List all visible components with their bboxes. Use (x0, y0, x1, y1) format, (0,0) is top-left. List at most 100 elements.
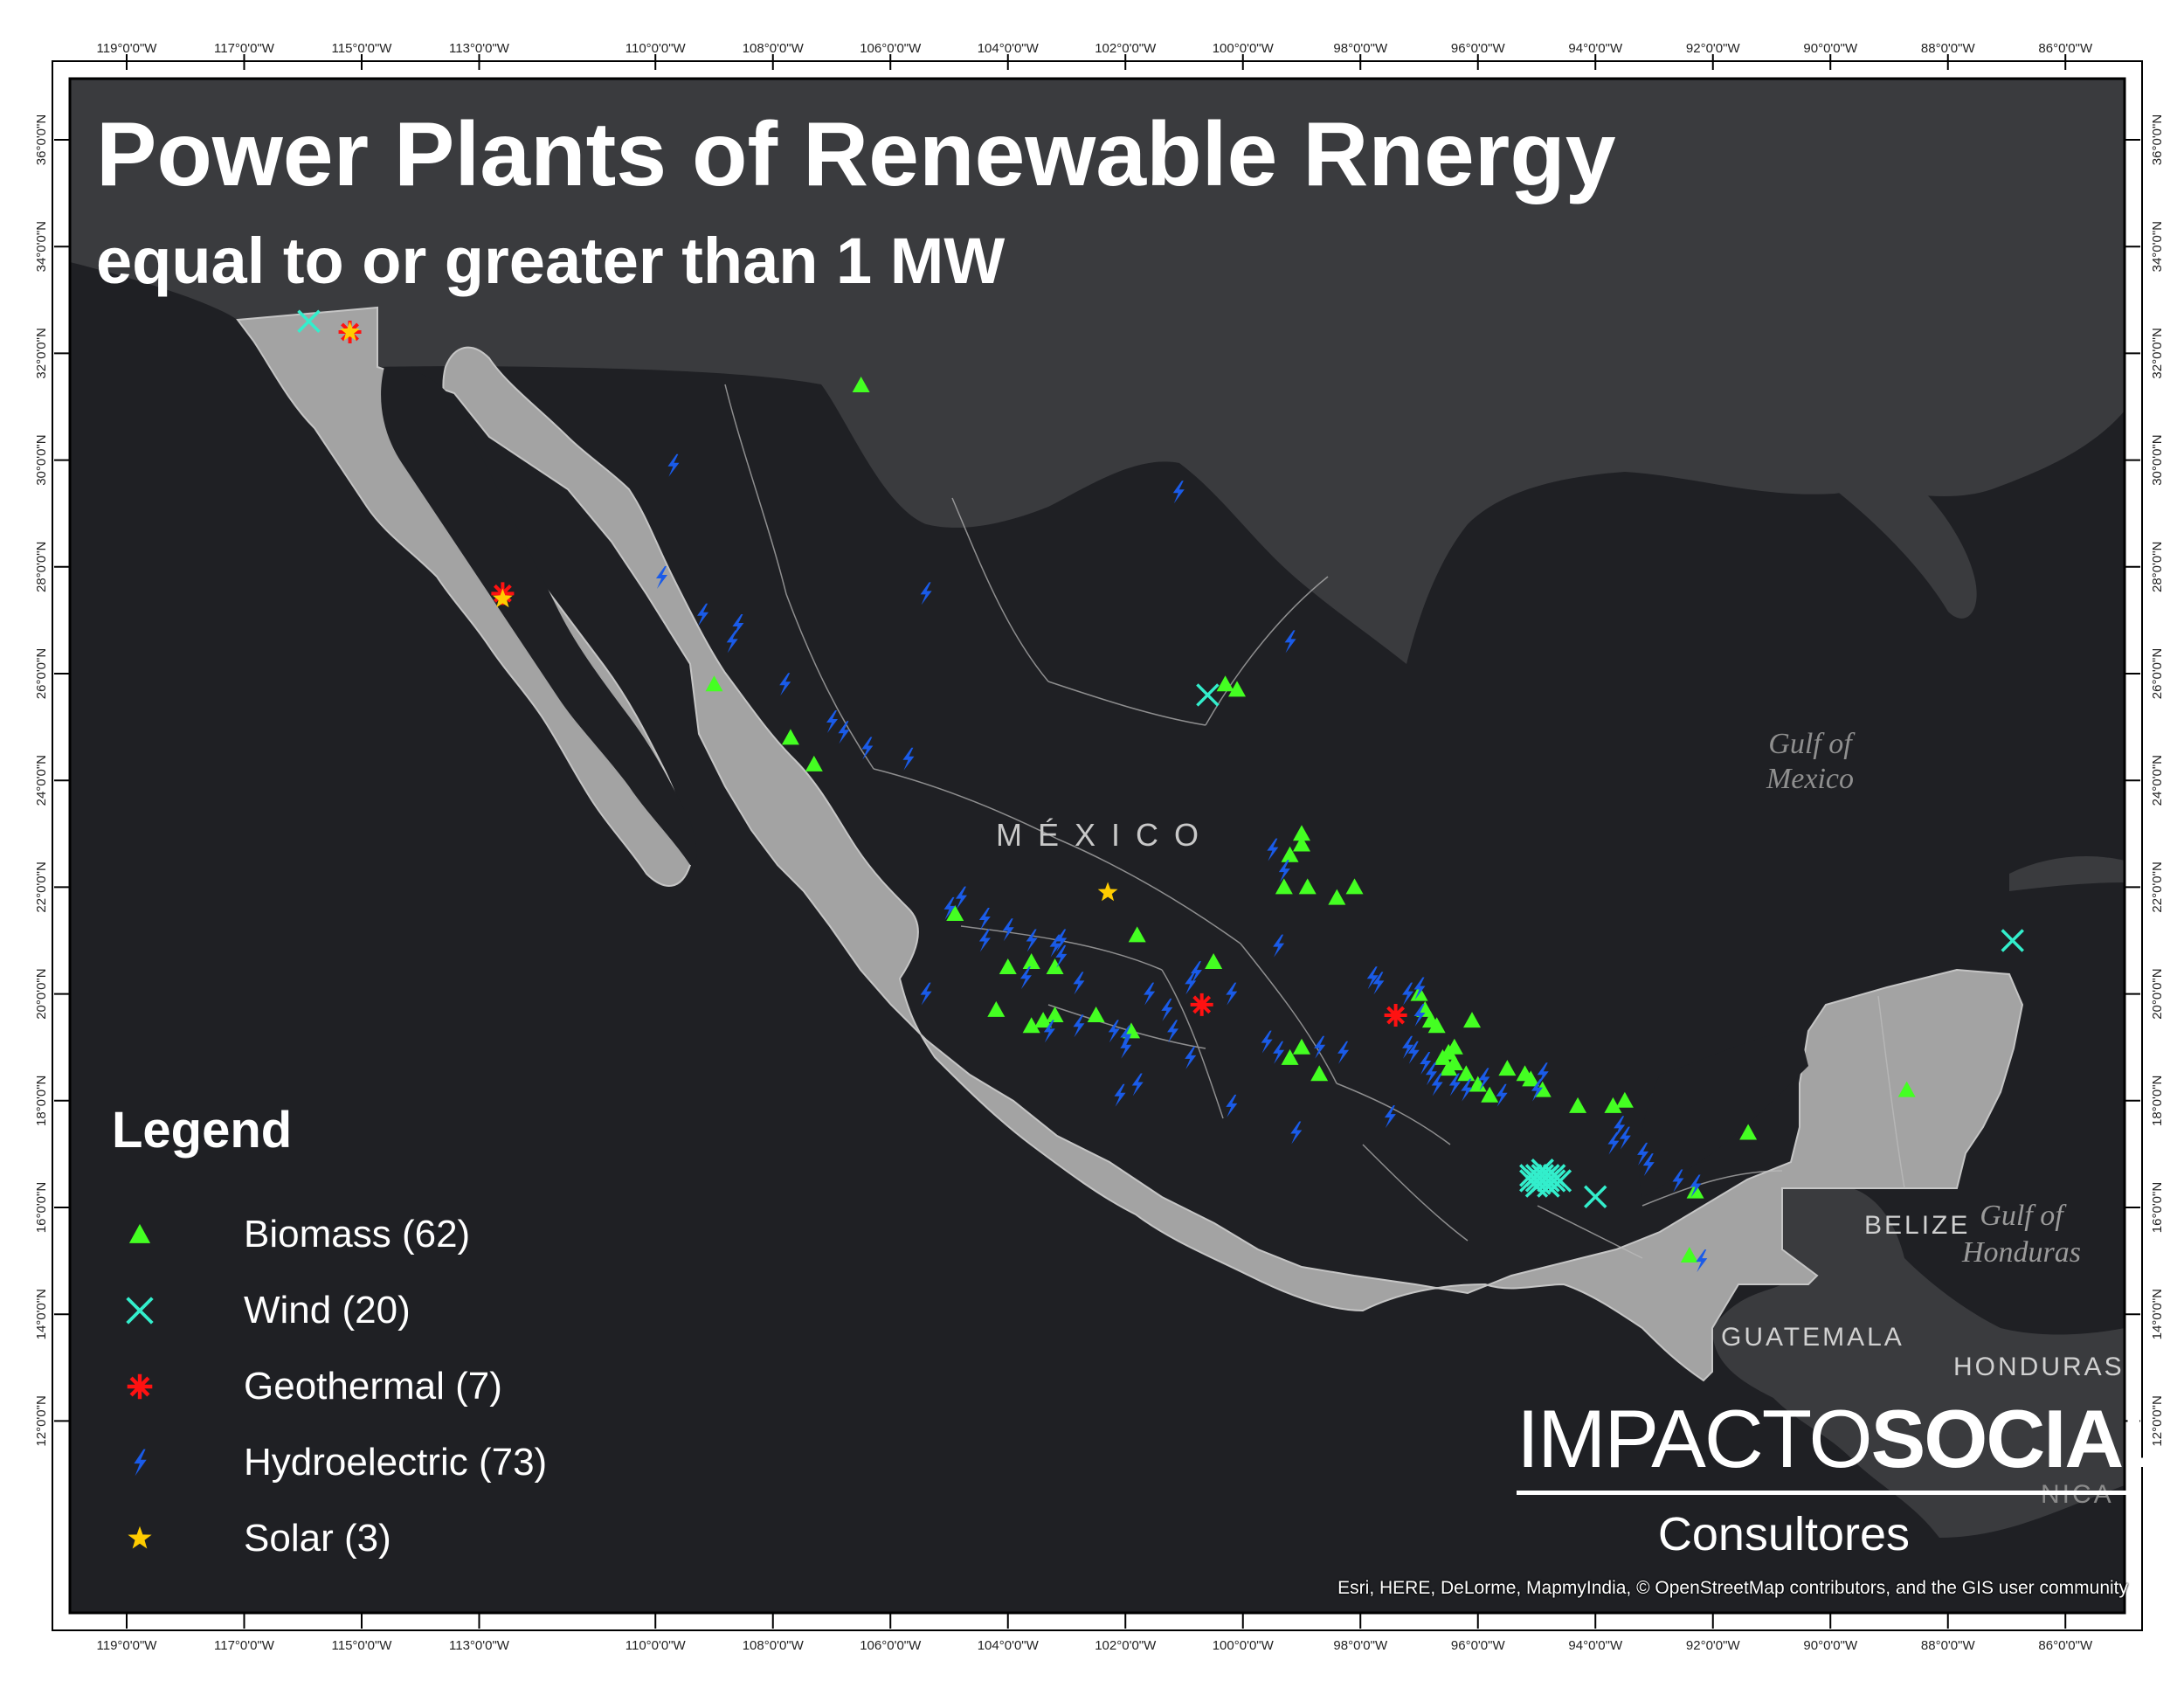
y-tick-label: 32°0'0"N (34, 328, 49, 378)
logo-wordmark: IMPACTOSOCIAL (1517, 1398, 2173, 1480)
hydro-plant-marker (1690, 1174, 1702, 1198)
hydro-plant-marker (1407, 1041, 1420, 1064)
hydro-plant-marker (1278, 860, 1290, 883)
x-tick-label: 113°0'0"W (449, 1638, 510, 1653)
hydro-plant-marker (955, 886, 967, 910)
x-tick-label: 115°0'0"W (332, 41, 393, 56)
biomass-plant-marker (1022, 1017, 1040, 1034)
x-tick-label: 90°0'0"W (1803, 1638, 1858, 1653)
x-tick-label: 108°0'0"W (743, 41, 805, 56)
x-tick-label: 117°0'0"W (214, 1638, 275, 1653)
hydro-plant-marker (1420, 1052, 1432, 1076)
y-tick-label: 30°0'0"N (34, 434, 49, 485)
hydro-plant-marker (1267, 838, 1279, 861)
hydro-plant-marker (1290, 1121, 1303, 1145)
biomass-plant-marker (999, 958, 1017, 975)
hydro-plant-marker (1672, 1169, 1684, 1193)
biomass-plant-marker (705, 675, 723, 692)
campeche-bay (1639, 1031, 1808, 1197)
legend: Legend Biomass (62) Wind (20) Geothermal… (112, 1101, 547, 1576)
y-tick-label: 26°0'0"N (34, 648, 49, 699)
biomass-plant-marker (1457, 1065, 1476, 1082)
x-tick-label: 119°0'0"W (97, 1638, 158, 1653)
y-tick-label: 32°0'0"N (2150, 328, 2165, 378)
honduras-label: HONDURAS (1953, 1352, 2125, 1381)
guatemala-label: GUATEMALA (1721, 1323, 1904, 1352)
hydro-plant-marker (1337, 1041, 1350, 1064)
biomass-plant-marker (1739, 1124, 1758, 1140)
hydro-plant-marker (1172, 481, 1185, 504)
x-tick-label: 119°0'0"W (97, 41, 158, 56)
company-logo: IMPACTOSOCIAL Consultores (1517, 1398, 2173, 1561)
hydro-plant-marker (1425, 1062, 1437, 1086)
biomass-plant-marker (1034, 1012, 1053, 1028)
y-tick-label: 22°0'0"N (34, 861, 49, 912)
biomass-plant-marker (805, 755, 823, 771)
hydro-plant-marker (1108, 1020, 1120, 1043)
legend-item-hydro: Hydroelectric (73) (112, 1424, 547, 1500)
y-tick-label: 24°0'0"N (34, 755, 49, 806)
x-tick-label: 102°0'0"W (1095, 41, 1157, 56)
biomass-plant-marker (1615, 1091, 1634, 1108)
x-tick-label: 100°0'0"W (1213, 41, 1275, 56)
hydro-plant-marker (1144, 982, 1156, 1006)
legend-item-geothermal: Geothermal (7) (112, 1348, 547, 1424)
biomass-plant-marker (1604, 1097, 1622, 1113)
biomass-plant-marker (1481, 1086, 1499, 1103)
hydro-plant-marker (1120, 1035, 1132, 1059)
hydro-plant-marker (978, 908, 991, 931)
hydro-plant-marker (1190, 961, 1202, 985)
solar-star-icon (112, 1511, 168, 1567)
y-tick-label: 26°0'0"N (2150, 648, 2165, 699)
wind-plant-marker (297, 309, 321, 333)
hydro-plant-marker (838, 721, 850, 744)
biomass-plant-marker (1345, 878, 1364, 895)
x-tick-label: 110°0'0"W (625, 41, 687, 56)
x-tick-label: 96°0'0"W (1451, 1638, 1506, 1653)
legend-label-hydro: Hydroelectric (73) (244, 1440, 548, 1484)
geothermal-asterisk-icon (112, 1359, 168, 1415)
hydro-plant-marker (943, 896, 956, 920)
biomass-plant-marker (1328, 889, 1346, 905)
biomass-plant-marker (1293, 1038, 1310, 1055)
biomass-plant-marker (987, 1000, 1006, 1017)
legend-item-wind: Wind (20) (112, 1272, 547, 1348)
hydro-plant-marker (902, 747, 915, 771)
biomass-plant-marker (1205, 952, 1223, 969)
y-tick-label: 24°0'0"N (2150, 755, 2165, 806)
x-tick-label: 102°0'0"W (1095, 1638, 1157, 1653)
x-tick-label: 108°0'0"W (743, 1638, 805, 1653)
hydro-plant-marker (1537, 1062, 1549, 1086)
hydro-plant-marker (1284, 630, 1296, 654)
hydro-plant-marker (1073, 1014, 1085, 1038)
hydro-plant-marker (1226, 1094, 1238, 1117)
wind-plant-marker (1196, 683, 1220, 707)
wind-plant-marker (1584, 1185, 1607, 1209)
biomass-plant-marker (1087, 1007, 1105, 1023)
plant-markers (297, 309, 2024, 1273)
biomass-triangle-icon (112, 1207, 168, 1263)
wind-plant-marker (1528, 1172, 1552, 1195)
biomass-plant-marker (1469, 1076, 1487, 1092)
hydro-plant-marker (1043, 1020, 1055, 1043)
legend-label-wind: Wind (20) (244, 1288, 411, 1332)
hydro-plant-marker (1642, 1153, 1655, 1177)
hydro-plant-marker (1314, 1035, 1326, 1059)
solar-plant-marker (340, 322, 360, 341)
legend-item-solar: Solar (3) (112, 1500, 547, 1576)
biomass-plant-marker (1897, 1081, 1916, 1097)
y-tick-label: 20°0'0"N (2150, 968, 2165, 1019)
biomass-plant-marker (1522, 1070, 1540, 1087)
hydro-plant-marker (779, 673, 791, 696)
biomass-plant-marker (1463, 1012, 1482, 1028)
biomass-plant-marker (1293, 825, 1310, 841)
hydro-plant-marker (1619, 1126, 1631, 1150)
biomass-plant-marker (946, 904, 964, 921)
hydro-plant-marker (667, 453, 680, 477)
hydro-plant-marker (1372, 972, 1385, 995)
solar-plant-marker (1097, 882, 1118, 902)
hydro-plant-marker (1607, 1131, 1620, 1155)
graticule-labels: 119°0'0"W 119°0'0"W 117°0'0"W 117°0'0"W 115°… (34, 41, 2165, 1653)
map-subtitle: equal to or greater than 1 MW (96, 225, 1006, 297)
biomass-plant-marker (1128, 926, 1146, 943)
